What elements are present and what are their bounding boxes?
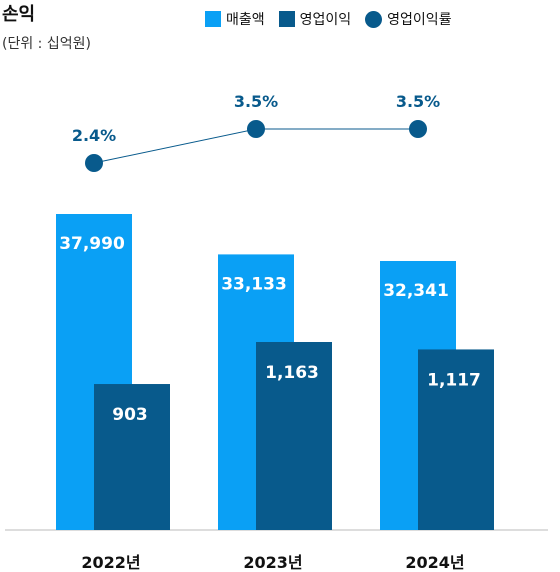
legend-item-sales: 매출액 (205, 9, 265, 29)
legend-swatch-operating-margin (365, 10, 383, 28)
legend-label-sales: 매출액 (226, 12, 265, 28)
legend-label-operating-margin: 영업이익률 (387, 12, 452, 28)
point-operating-margin-2 (409, 120, 427, 138)
x-tick-label-2: 2024년 (405, 553, 464, 572)
chart-title: 손익 (2, 4, 36, 25)
bar-operating-profit-0 (94, 384, 170, 530)
bar-operating-profit-1 (256, 342, 332, 530)
data-label-sales-1: 33,133 (221, 274, 287, 294)
bar-operating-profit-2 (418, 349, 494, 530)
data-label-operating-profit-2: 1,117 (427, 370, 481, 390)
point-operating-margin-0 (85, 154, 103, 172)
data-label-operating-margin-2: 3.5% (396, 92, 440, 111)
data-label-operating-profit-0: 903 (112, 405, 148, 425)
unit-note: (단위 : 십억원) (2, 36, 91, 52)
legend-swatch-operating-profit (278, 11, 295, 27)
data-label-sales-2: 32,341 (383, 281, 449, 301)
data-label-sales-0: 37,990 (59, 234, 125, 254)
data-label-operating-profit-1: 1,163 (265, 363, 319, 383)
x-tick-label-0: 2022년 (81, 553, 140, 572)
point-operating-margin-1 (247, 120, 265, 138)
legend-swatch-sales (205, 11, 221, 27)
legend-label-operating-profit: 영업이익 (299, 12, 352, 28)
legend: 매출액 영업이익 영업이익률 (205, 9, 452, 29)
data-label-operating-margin-0: 2.4% (72, 126, 116, 145)
x-tick-label-1: 2023년 (243, 553, 302, 572)
legend-item-operating-profit: 영업이익 (278, 9, 352, 29)
legend-item-operating-margin: 영업이익률 (365, 9, 452, 29)
data-label-operating-margin-1: 3.5% (234, 92, 278, 111)
